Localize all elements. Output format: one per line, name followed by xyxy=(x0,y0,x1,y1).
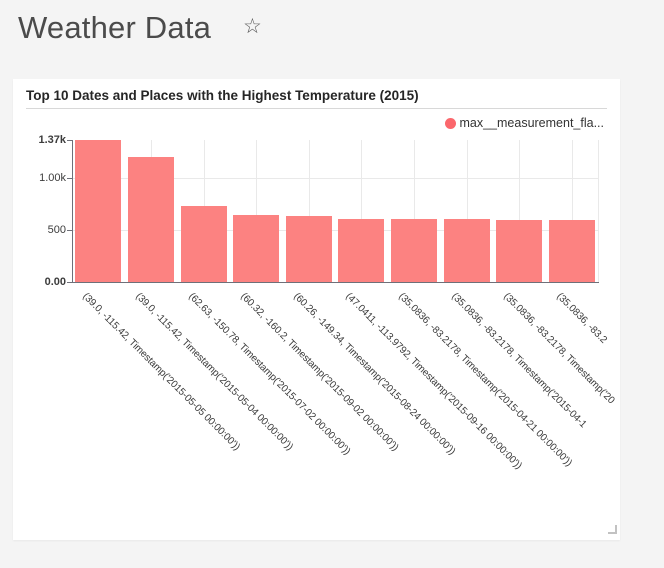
y-axis-tick-label: 1.00k xyxy=(39,172,66,185)
bar[interactable] xyxy=(285,215,332,282)
bar[interactable] xyxy=(127,157,174,282)
y-axis-tick xyxy=(67,178,72,180)
y-axis-tick xyxy=(67,282,72,283)
bar[interactable] xyxy=(75,140,122,282)
y-axis-tick xyxy=(67,140,72,141)
bar[interactable] xyxy=(338,219,385,282)
gridline-vertical xyxy=(571,140,573,282)
gridline-horizontal xyxy=(72,230,598,232)
bar[interactable] xyxy=(390,219,437,282)
gridline-vertical xyxy=(256,140,258,282)
title-divider xyxy=(26,108,607,109)
bar[interactable] xyxy=(548,220,595,282)
page-header: Weather Data ☆ xyxy=(0,0,664,79)
page-title: Weather Data xyxy=(18,10,212,45)
gridline-vertical xyxy=(308,140,310,282)
y-axis-line xyxy=(72,140,73,283)
y-axis-tick-label: 0.00 xyxy=(44,276,66,288)
y-axis-tick-label: 1.37k xyxy=(38,134,66,146)
gridline-vertical xyxy=(413,140,415,282)
legend-label: max__measurement_fla... xyxy=(459,116,604,130)
chart-title: Top 10 Dates and Places with the Highest… xyxy=(26,88,419,103)
gridline-vertical xyxy=(361,140,363,282)
x-axis-label: (47.0411, -113.9792, Timestamp('2015-09-… xyxy=(343,291,525,472)
gridline-vertical xyxy=(519,140,521,282)
y-axis-tick-label: 500 xyxy=(47,224,66,237)
x-axis-label: (35.0836, -83.2178, Timestamp('20 xyxy=(501,291,617,407)
chart-card: Top 10 Dates and Places with the Highest… xyxy=(13,79,620,540)
resize-grip-icon[interactable] xyxy=(608,525,617,534)
bar[interactable] xyxy=(180,206,227,282)
gridline-vertical xyxy=(598,140,599,282)
gridline-vertical xyxy=(466,140,468,282)
star-icon[interactable]: ☆ xyxy=(243,15,262,38)
legend-dot-icon xyxy=(445,117,457,129)
gridline-horizontal xyxy=(72,178,598,180)
x-axis-line xyxy=(72,282,599,283)
x-axis-label: (35.0836, -83.2 xyxy=(553,291,609,346)
bar[interactable] xyxy=(443,219,490,282)
legend-item[interactable]: max__measurement_fla... xyxy=(445,116,604,130)
bar-chart-plot: 1.37k 1.00k 500 0.00 (39.0, -115.42, Timesta… xyxy=(13,79,620,540)
y-axis-tick xyxy=(67,230,72,232)
bar[interactable] xyxy=(233,215,280,282)
x-axis-label: (35.0836, -83.2178, Timestamp('2015-04-2… xyxy=(396,291,574,469)
bar[interactable] xyxy=(496,219,543,282)
